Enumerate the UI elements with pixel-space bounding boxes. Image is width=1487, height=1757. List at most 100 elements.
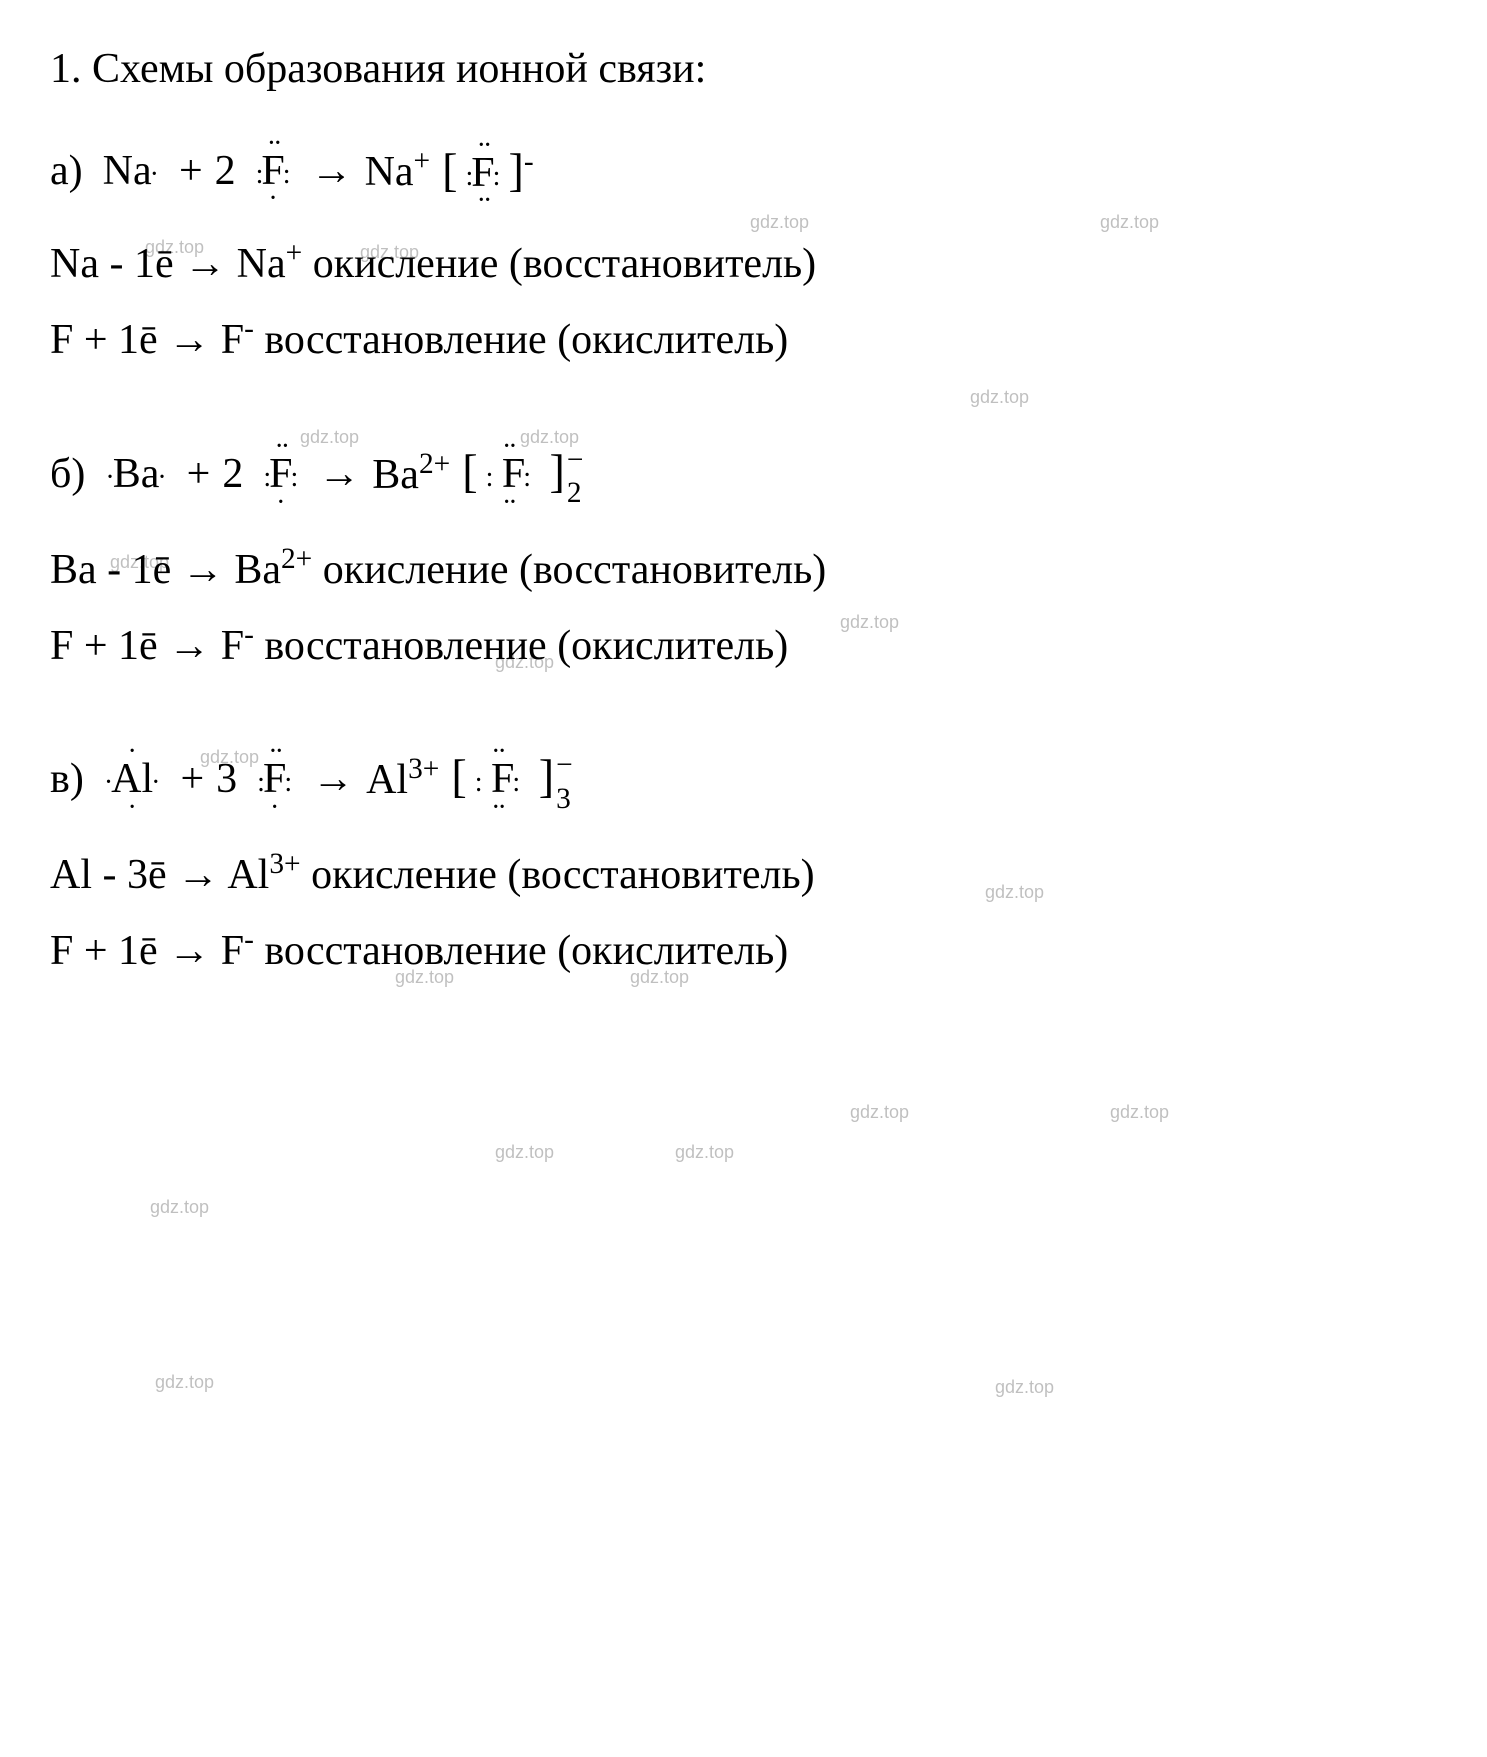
electrons: 1ē <box>118 928 158 974</box>
lewis-f: ·· :F: · <box>249 750 300 809</box>
cation-charge: 3+ <box>408 753 439 785</box>
dots-right: : <box>512 763 520 802</box>
dots-bottom: · <box>276 483 285 522</box>
bracket-open: [ <box>462 446 477 497</box>
coeff: 3 <box>216 750 237 809</box>
lewis-f-anion: ·· : F: ·· <box>467 750 528 809</box>
watermark: gdz.top <box>970 385 1029 410</box>
op: + <box>84 928 108 974</box>
watermark: gdz.top <box>995 1375 1054 1400</box>
lewis-al: · ·Al· · <box>96 750 169 809</box>
product-symbol: F <box>221 623 244 669</box>
op: + <box>84 317 108 363</box>
equation-c: в) · ·Al· · + 3 ·· :F: · → Al3+ [ ·· : F… <box>50 745 1437 814</box>
op: - <box>109 241 123 287</box>
anion: [ ·· : F: ·· ]− 3 <box>451 745 572 814</box>
watermark: gdz.top <box>750 210 809 235</box>
electrons: 3ē <box>127 852 167 898</box>
cation-charge: + <box>414 145 431 177</box>
symbol: Na <box>103 148 152 194</box>
lewis-f: ·· :F: · <box>255 445 306 504</box>
dots-top: ·· <box>502 427 515 466</box>
dots-top: ·· <box>267 124 280 163</box>
cation-symbol: Na <box>365 149 414 195</box>
lewis-f-anion: ·· :F: ·· <box>458 144 509 203</box>
dots-bottom: ·· <box>502 483 515 522</box>
electrons: 1ē <box>118 317 158 363</box>
dots-right: : <box>291 458 299 497</box>
cation: Na+ <box>365 141 431 202</box>
arrow: → <box>184 241 226 287</box>
dot-bottom: · <box>127 788 136 827</box>
arrow: → <box>182 547 224 593</box>
dots-top: ·· <box>268 732 281 771</box>
lewis-f: ·· :F: · <box>248 142 299 201</box>
species: F <box>50 623 73 669</box>
watermark: gdz.top <box>495 1140 554 1165</box>
coeff: 2 <box>215 142 236 201</box>
species: F <box>50 928 73 974</box>
product: Al3+ <box>227 852 300 898</box>
dot-right: · <box>157 458 166 497</box>
dots-top: ·· <box>274 427 287 466</box>
dots-left: : <box>486 458 494 497</box>
dots-bottom: · <box>268 179 277 218</box>
half-reaction-b2: F + 1ē → F- восстановление (окислитель) <box>50 615 1437 676</box>
half-reaction-c2: F + 1ē → F- восстановление (окислитель) <box>50 920 1437 981</box>
part-label: б) <box>50 445 85 504</box>
process: окисление (восстановитель) <box>313 241 816 287</box>
dots-left: : <box>475 763 483 802</box>
symbol: Ba <box>113 451 160 497</box>
process: восстановление (окислитель) <box>264 928 788 974</box>
anion-sub: 3 <box>556 785 573 814</box>
watermark: gdz.top <box>850 1100 909 1125</box>
dot-right: · <box>151 763 160 802</box>
lewis-na: Na· <box>95 142 167 201</box>
coeff: 2 <box>222 445 243 504</box>
half-reaction-a2: F + 1ē → F- восстановление (окислитель) <box>50 309 1437 370</box>
plus-sign: + <box>187 445 211 504</box>
product-symbol: Ba <box>234 547 281 593</box>
electrons: 1ē <box>134 241 174 287</box>
product: Ba2+ <box>234 547 312 593</box>
anion-charge: - <box>524 146 534 178</box>
product: F- <box>221 317 254 363</box>
bracket-open: [ <box>451 751 466 802</box>
dots-right: : <box>523 458 531 497</box>
watermark: gdz.top <box>1110 1100 1169 1125</box>
product-symbol: Na <box>237 241 286 287</box>
watermark: gdz.top <box>155 1370 214 1395</box>
watermark: gdz.top <box>150 1195 209 1220</box>
product-symbol: Al <box>227 852 269 898</box>
anion-sub: 2 <box>567 479 584 508</box>
electrons: 1ē <box>118 623 158 669</box>
cation: Ba2+ <box>372 444 450 505</box>
product-charge: - <box>244 313 254 345</box>
bracket-close: ] <box>508 145 523 196</box>
product-charge: 2+ <box>281 543 312 575</box>
dots-right: : <box>283 155 291 194</box>
bracket-open: [ <box>442 145 457 196</box>
product: Na+ <box>237 241 303 287</box>
arrow: → <box>311 142 353 201</box>
product-charge: - <box>244 619 254 651</box>
plus-sign: + <box>179 142 203 201</box>
bracket-close: ] <box>539 751 554 802</box>
dots-top: ·· <box>491 732 504 771</box>
cation-charge: 2+ <box>419 448 450 480</box>
cation: Al3+ <box>366 749 439 810</box>
equation-a: а) Na· + 2 ·· :F: · → Na+ [ ·· :F: ·· ]- <box>50 139 1437 204</box>
anion-charge: − <box>556 751 573 780</box>
dots-right: : <box>284 763 292 802</box>
arrow: → <box>168 623 210 669</box>
dots-bottom: ·· <box>491 788 504 827</box>
product-charge: - <box>244 924 254 956</box>
op: - <box>107 547 121 593</box>
electrons: 1ē <box>132 547 172 593</box>
species: Na <box>50 241 99 287</box>
op: + <box>84 623 108 669</box>
dot: · <box>150 155 159 194</box>
process: окисление (восстановитель) <box>311 852 814 898</box>
product-symbol: F <box>221 317 244 363</box>
process: восстановление (окислитель) <box>264 317 788 363</box>
